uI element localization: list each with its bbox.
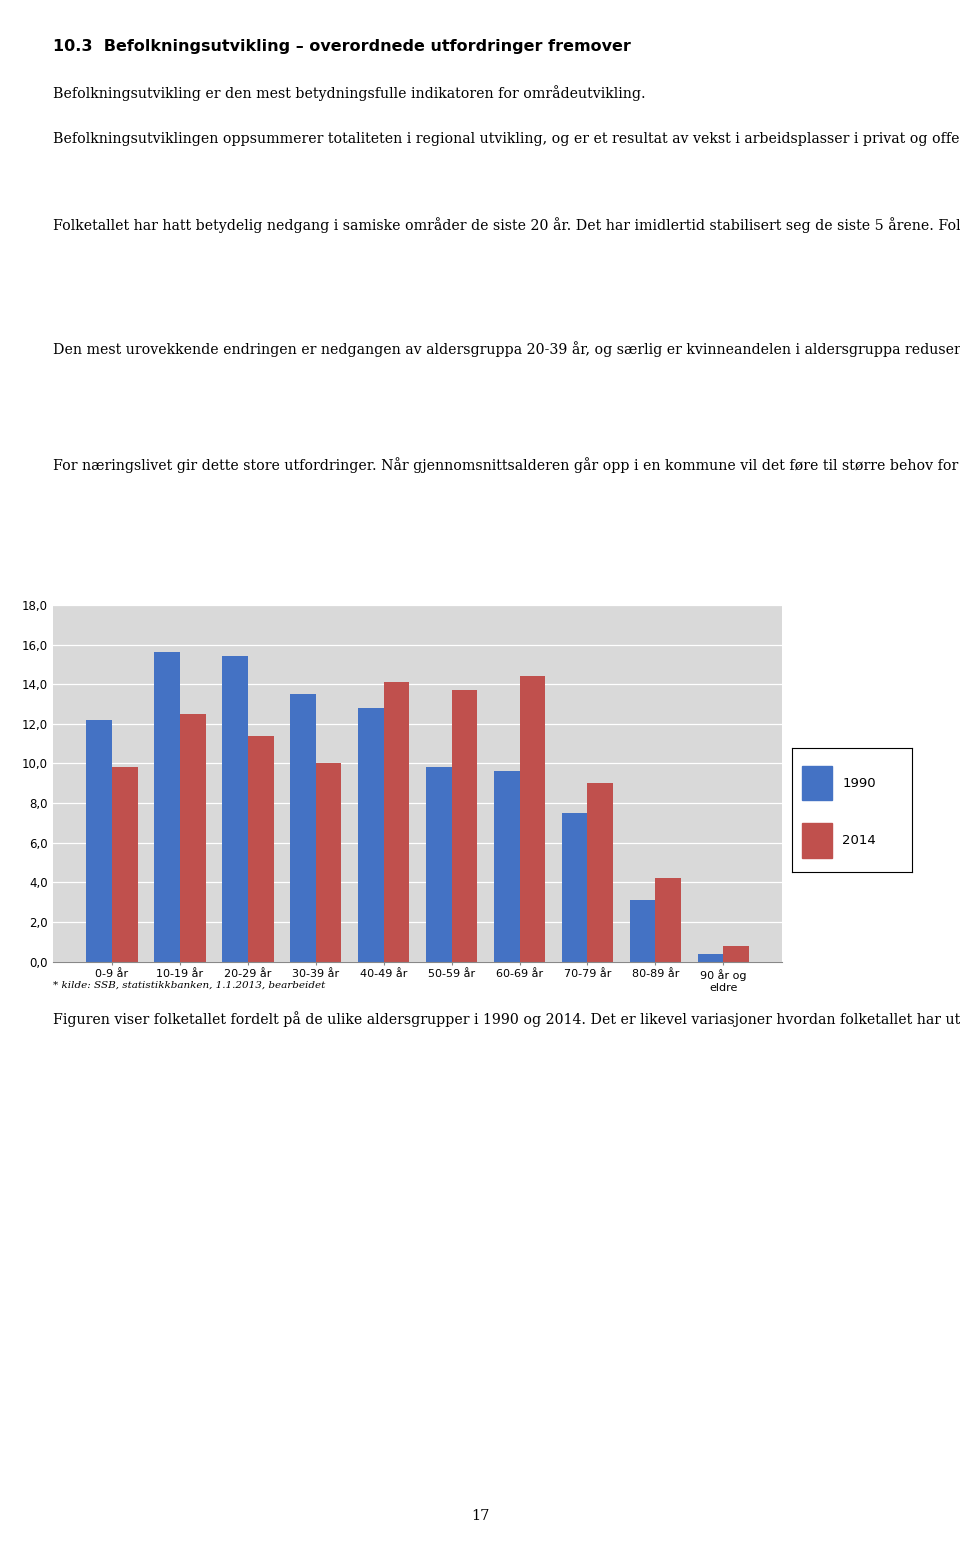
Text: 17: 17: [470, 1509, 490, 1523]
Bar: [222, 656, 248, 962]
Text: Den mest urovekkende endringen er nedgangen av aldersgruppa 20-39 år, og særlig : Den mest urovekkende endringen er nedgan…: [53, 341, 960, 357]
Bar: [588, 783, 613, 962]
Text: 1990: 1990: [843, 777, 876, 789]
Bar: [154, 653, 180, 962]
Text: Figuren viser folketallet fordelt på de ulike aldersgrupper i 1990 og 2014. Det : Figuren viser folketallet fordelt på de …: [53, 1011, 960, 1027]
Bar: [86, 720, 111, 962]
Bar: [248, 735, 274, 962]
Text: For næringslivet gir dette store utfordringer. Når gjennomsnittsalderen går opp : For næringslivet gir dette store utfordr…: [53, 458, 960, 473]
Bar: [316, 763, 342, 962]
Bar: [724, 946, 749, 962]
Bar: [111, 768, 137, 962]
Bar: [425, 768, 451, 962]
Bar: [493, 771, 519, 962]
Bar: [180, 713, 205, 962]
Text: 2014: 2014: [843, 834, 876, 847]
Bar: [698, 954, 724, 962]
Bar: [358, 707, 384, 962]
Text: 10.3  Befolkningsutvikling – overordnede utfordringer fremover: 10.3 Befolkningsutvikling – overordnede …: [53, 39, 631, 54]
Bar: [802, 766, 831, 800]
Bar: [656, 878, 682, 962]
Text: * kilde: SSB, statistikkbanken, 1.1.2013, bearbeidet: * kilde: SSB, statistikkbanken, 1.1.2013…: [53, 980, 325, 990]
Text: Befolkningsutvikling er den mest betydningsfulle indikatoren for områdeutvikling: Befolkningsutvikling er den mest betydni…: [53, 85, 645, 101]
Bar: [451, 690, 477, 962]
Bar: [630, 900, 656, 962]
Bar: [384, 682, 410, 962]
Text: Folketallet har hatt betydelig nedgang i samiske områder de siste 20 år. Det har: Folketallet har hatt betydelig nedgang i…: [53, 217, 960, 233]
Bar: [519, 676, 545, 962]
Bar: [802, 822, 831, 858]
Bar: [562, 813, 588, 962]
Bar: [290, 695, 316, 962]
Text: Befolkningsutviklingen oppsummerer totaliteten i regional utvikling, og er et re: Befolkningsutviklingen oppsummerer total…: [53, 132, 960, 146]
